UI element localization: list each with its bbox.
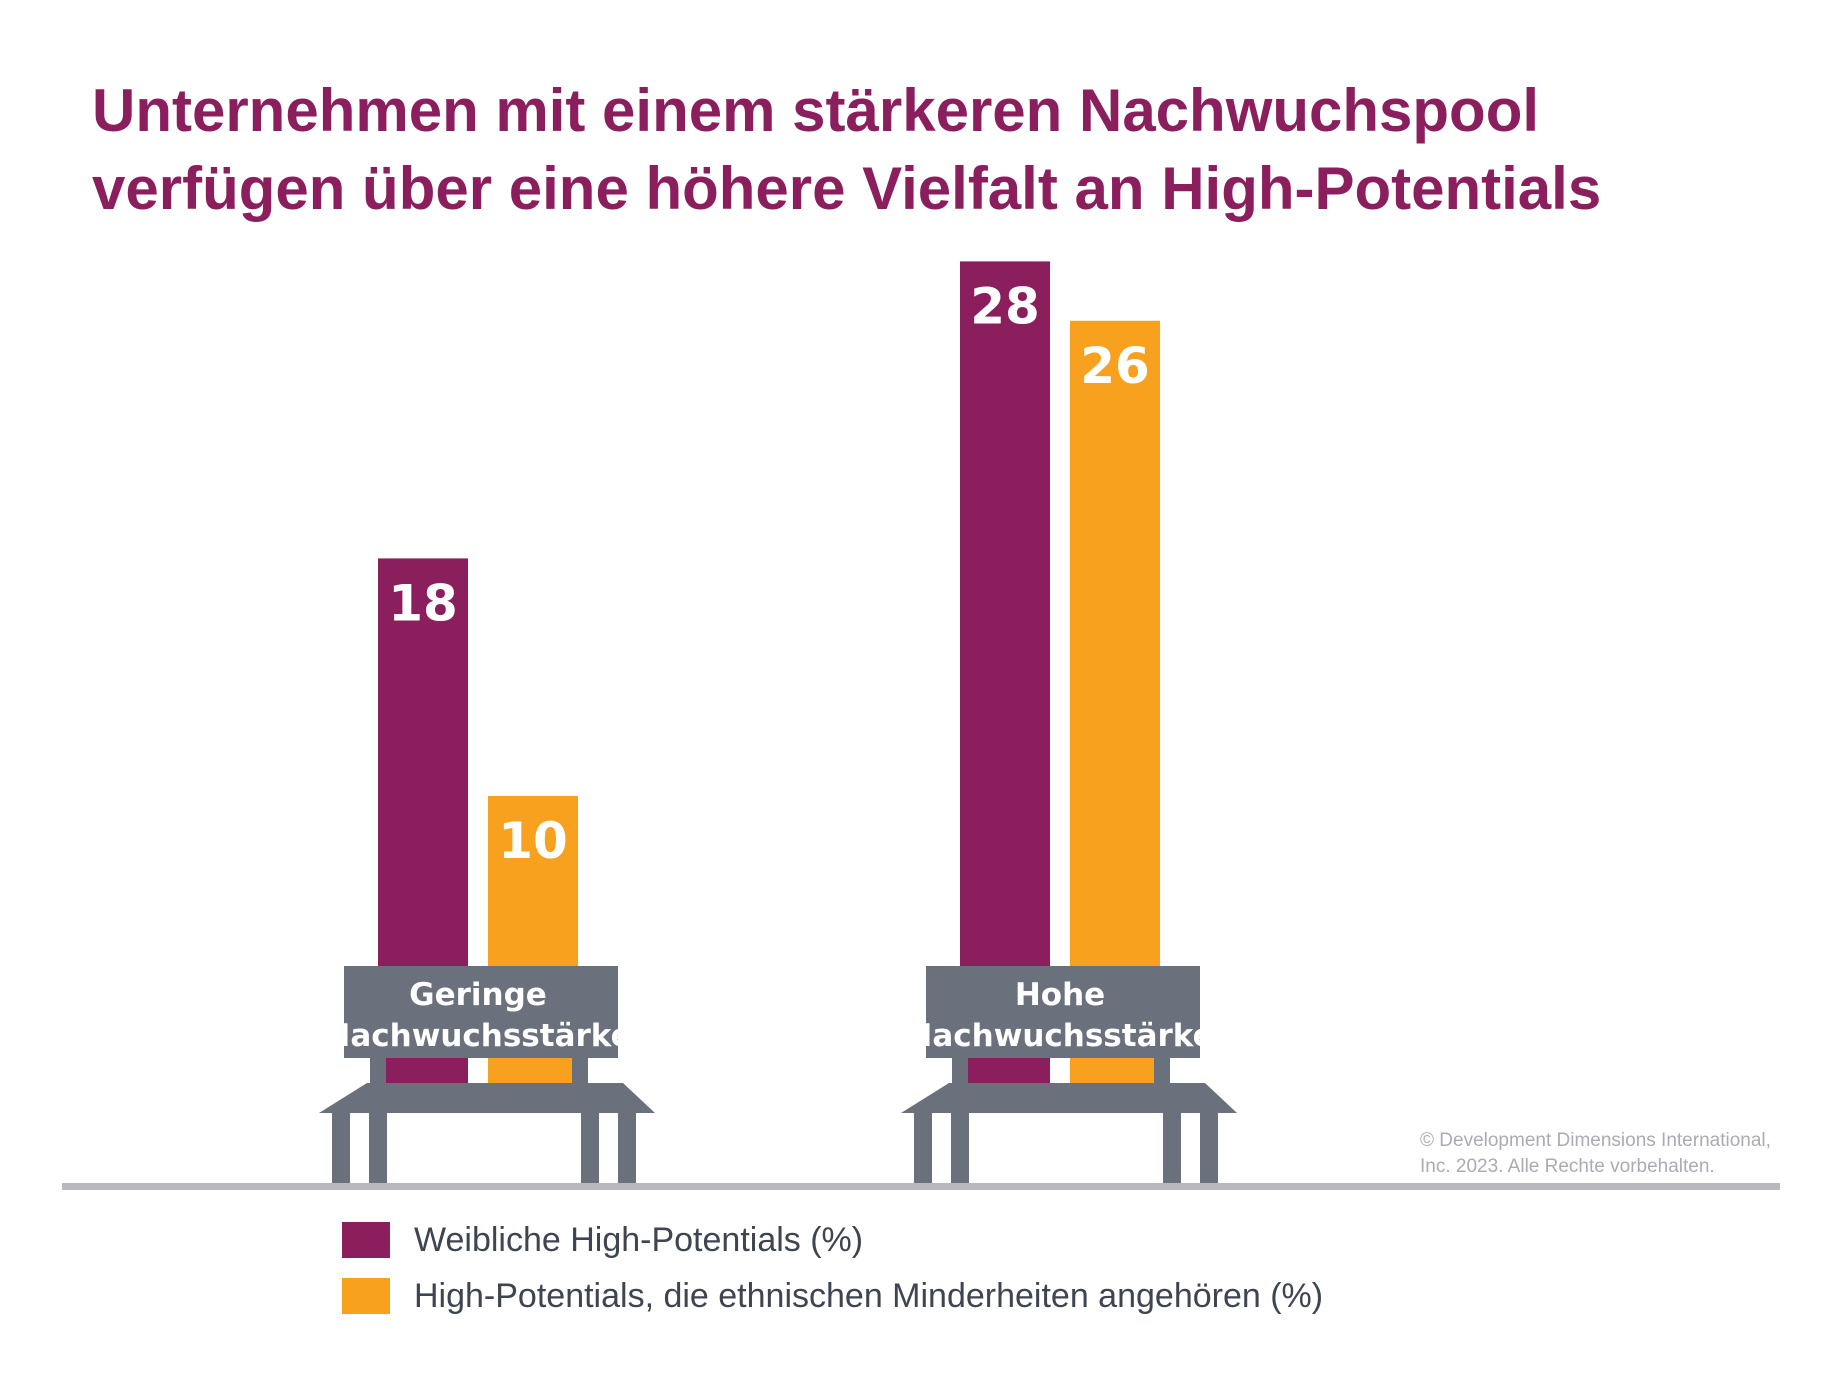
bar-women-2 (960, 261, 1050, 1085)
group-label-box (344, 966, 618, 1058)
bench-post (370, 1058, 386, 1084)
bench-leg (1200, 1113, 1218, 1185)
chart-title-line-1: Unternehmen mit einem stärkeren Nachwuch… (92, 77, 1540, 144)
baseline (62, 1183, 1780, 1190)
group-label-box (926, 966, 1200, 1058)
bar-minorities-2 (1070, 320, 1160, 1085)
bench-leg (369, 1113, 387, 1185)
bar-value-label: 28 (970, 277, 1040, 335)
bench-leg (951, 1113, 969, 1185)
group-label-text: Hohe (1015, 977, 1105, 1013)
bench-post (572, 1058, 588, 1084)
bar-value-label: 18 (388, 574, 458, 632)
legend-swatch-women (342, 1222, 390, 1258)
copyright-line-2: Inc. 2023. Alle Rechte vorbehalten. (1420, 1156, 1715, 1177)
group-label-text: Nachwuchsstärke (324, 1018, 631, 1054)
bench-top (901, 1083, 1237, 1113)
legend: Weibliche High-Potentials (%) High-Poten… (342, 1221, 1323, 1333)
bench-post (952, 1058, 968, 1084)
bench-leg (618, 1113, 636, 1185)
bar-value-label: 10 (498, 812, 568, 870)
bench-top (319, 1083, 655, 1113)
bench-leg (1163, 1113, 1181, 1185)
copyright-notice: © Development Dimensions International, … (1420, 1128, 1771, 1180)
copyright-line-1: © Development Dimensions International, (1420, 1130, 1771, 1151)
legend-swatch-minorities (342, 1278, 390, 1314)
bar-value-label: 26 (1080, 337, 1150, 395)
bench-leg (581, 1113, 599, 1185)
group-label-text: Geringe (409, 977, 547, 1013)
bench-leg (332, 1113, 350, 1185)
group-label-text: Nachwuchsstärke (906, 1018, 1213, 1054)
legend-label-women: Weibliche High-Potentials (%) (414, 1220, 864, 1259)
legend-label-minorities: High-Potentials, die ethnischen Minderhe… (414, 1276, 1324, 1315)
legend-item-minorities: High-Potentials, die ethnischen Minderhe… (342, 1277, 1323, 1315)
legend-item-women: Weibliche High-Potentials (%) (342, 1221, 1323, 1259)
chart-title: Unternehmen mit einem stärkeren Nachwuch… (92, 72, 1601, 228)
bench-post (1154, 1058, 1170, 1084)
bench-leg (914, 1113, 932, 1185)
chart-title-line-2: verfügen über eine höhere Vielfalt an Hi… (92, 155, 1602, 222)
